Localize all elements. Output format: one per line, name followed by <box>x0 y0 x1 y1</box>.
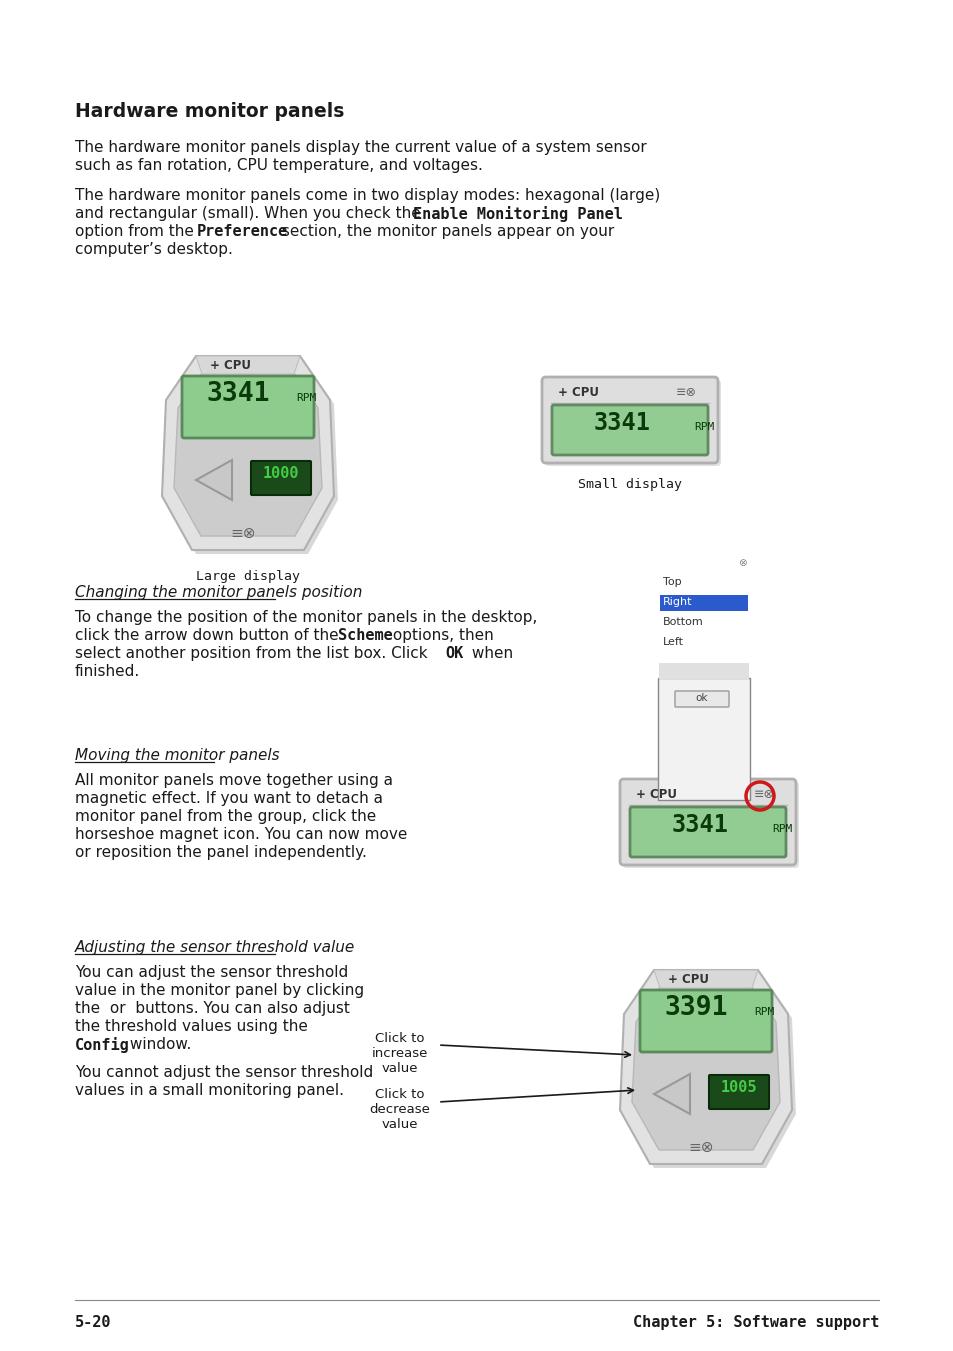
Polygon shape <box>166 359 337 554</box>
Text: Small display: Small display <box>578 478 681 490</box>
FancyBboxPatch shape <box>658 678 749 800</box>
Polygon shape <box>162 357 334 550</box>
Text: finished.: finished. <box>75 663 140 680</box>
Text: Hardware monitor panels: Hardware monitor panels <box>75 101 344 122</box>
Text: monitor panel from the group, click the: monitor panel from the group, click the <box>75 809 375 824</box>
Text: + CPU: + CPU <box>558 386 598 399</box>
Text: + CPU: + CPU <box>636 788 677 801</box>
FancyBboxPatch shape <box>544 380 720 466</box>
Text: ≡⊗: ≡⊗ <box>753 788 774 801</box>
Text: magnetic effect. If you want to detach a: magnetic effect. If you want to detach a <box>75 790 382 807</box>
Text: and rectangular (small). When you check the: and rectangular (small). When you check … <box>75 205 425 222</box>
Text: ≡⊗: ≡⊗ <box>687 1140 713 1155</box>
FancyBboxPatch shape <box>541 377 718 463</box>
Text: the threshold values using the: the threshold values using the <box>75 1019 308 1034</box>
Text: ≡⊗: ≡⊗ <box>676 386 697 399</box>
Polygon shape <box>195 459 232 500</box>
Text: 3341: 3341 <box>206 381 270 407</box>
Text: value in the monitor panel by clicking: value in the monitor panel by clicking <box>75 984 364 998</box>
Text: Enable Monitoring Panel: Enable Monitoring Panel <box>413 205 622 222</box>
Text: RPM: RPM <box>753 1006 774 1017</box>
Text: computer’s desktop.: computer’s desktop. <box>75 242 233 257</box>
FancyBboxPatch shape <box>552 405 707 455</box>
Text: 3341: 3341 <box>593 411 650 435</box>
Text: window.: window. <box>125 1038 192 1052</box>
Text: OK: OK <box>444 646 463 661</box>
Text: 1000: 1000 <box>262 466 299 481</box>
Text: option from the: option from the <box>75 224 198 239</box>
Polygon shape <box>654 970 758 988</box>
FancyBboxPatch shape <box>639 990 771 1052</box>
Text: You can adjust the sensor threshold: You can adjust the sensor threshold <box>75 965 348 979</box>
Text: such as fan rotation, CPU temperature, and voltages.: such as fan rotation, CPU temperature, a… <box>75 158 482 173</box>
Text: All monitor panels move together using a: All monitor panels move together using a <box>75 773 393 788</box>
Text: RPM: RPM <box>693 422 714 432</box>
Text: + CPU: + CPU <box>210 359 251 372</box>
Text: RPM: RPM <box>295 393 315 403</box>
Polygon shape <box>654 1074 689 1115</box>
Text: Changing the monitor panels position: Changing the monitor panels position <box>75 585 362 600</box>
Text: section, the monitor panels appear on your: section, the monitor panels appear on yo… <box>276 224 614 239</box>
Text: Large display: Large display <box>195 570 299 584</box>
Text: To change the position of the monitor panels in the desktop,: To change the position of the monitor pa… <box>75 611 537 626</box>
Text: You cannot adjust the sensor threshold: You cannot adjust the sensor threshold <box>75 1065 373 1079</box>
Text: ok: ok <box>695 693 707 703</box>
Text: Bottom: Bottom <box>662 617 703 627</box>
Text: Top: Top <box>662 577 680 586</box>
Text: Scheme: Scheme <box>337 628 393 643</box>
Text: when: when <box>467 646 513 661</box>
FancyBboxPatch shape <box>659 663 748 680</box>
Polygon shape <box>623 974 795 1169</box>
Text: Moving the monitor panels: Moving the monitor panels <box>75 748 279 763</box>
Text: Left: Left <box>662 638 683 647</box>
Text: ⊗: ⊗ <box>738 558 746 567</box>
Text: 3391: 3391 <box>663 994 727 1021</box>
FancyBboxPatch shape <box>675 690 728 707</box>
Text: options, then: options, then <box>388 628 494 643</box>
Text: Config: Config <box>75 1038 130 1052</box>
Text: Preference: Preference <box>196 224 288 239</box>
Polygon shape <box>631 984 780 1150</box>
Text: RPM: RPM <box>771 824 791 834</box>
FancyBboxPatch shape <box>619 780 795 865</box>
Text: Click to
decrease
value: Click to decrease value <box>369 1088 430 1131</box>
Text: 3341: 3341 <box>671 813 728 838</box>
Text: click the arrow down button of the: click the arrow down button of the <box>75 628 343 643</box>
FancyBboxPatch shape <box>659 594 747 611</box>
Text: + CPU: + CPU <box>667 973 708 986</box>
Text: 5-20: 5-20 <box>75 1315 112 1329</box>
FancyBboxPatch shape <box>182 376 314 438</box>
Text: Click to
increase
value: Click to increase value <box>372 1032 428 1075</box>
Text: the  or  buttons. You can also adjust: the or buttons. You can also adjust <box>75 1001 350 1016</box>
Polygon shape <box>195 357 299 374</box>
Text: The hardware monitor panels come in two display modes: hexagonal (large): The hardware monitor panels come in two … <box>75 188 659 203</box>
Text: Chapter 5: Software support: Chapter 5: Software support <box>632 1315 878 1329</box>
FancyBboxPatch shape <box>708 1075 768 1109</box>
FancyBboxPatch shape <box>251 461 311 494</box>
Text: Right: Right <box>662 597 692 607</box>
Text: or reposition the panel independently.: or reposition the panel independently. <box>75 844 367 861</box>
FancyBboxPatch shape <box>622 782 799 867</box>
Polygon shape <box>173 370 322 536</box>
Text: Adjusting the sensor threshold value: Adjusting the sensor threshold value <box>75 940 355 955</box>
Text: ≡⊗: ≡⊗ <box>230 526 255 540</box>
Text: horseshoe magnet icon. You can now move: horseshoe magnet icon. You can now move <box>75 827 407 842</box>
Text: select another position from the list box. Click: select another position from the list bo… <box>75 646 432 661</box>
Polygon shape <box>619 970 791 1165</box>
Text: values in a small monitoring panel.: values in a small monitoring panel. <box>75 1084 344 1098</box>
FancyBboxPatch shape <box>629 807 785 857</box>
Text: 1005: 1005 <box>720 1079 757 1096</box>
Text: The hardware monitor panels display the current value of a system sensor: The hardware monitor panels display the … <box>75 141 646 155</box>
